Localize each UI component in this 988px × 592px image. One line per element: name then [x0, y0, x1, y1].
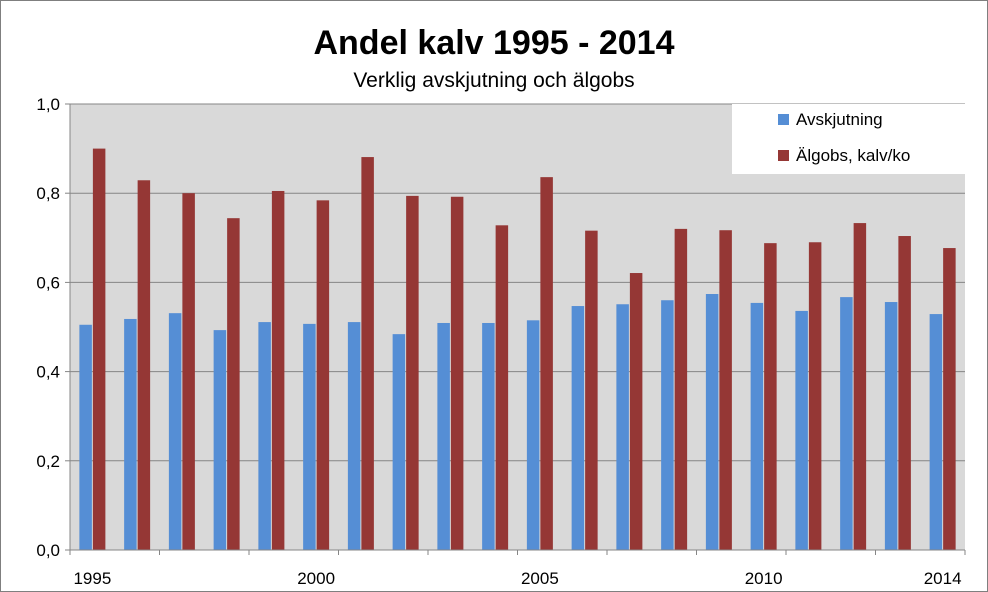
- y-tick-label: 0,8: [36, 184, 60, 203]
- bar-algobs-2014: [943, 248, 956, 550]
- bar-avskjutning-2010: [750, 302, 764, 550]
- bar-avskjutning-2008: [661, 300, 674, 550]
- x-tick-label: 2014: [924, 569, 962, 588]
- y-tick-label: 0,2: [36, 452, 60, 471]
- bar-algobs-1998: [227, 218, 240, 550]
- bar-avskjutning-2001: [347, 322, 361, 550]
- y-tick-label: 1,0: [36, 95, 60, 114]
- bar-avskjutning-2005: [526, 320, 540, 550]
- bar-avskjutning-1996: [124, 318, 137, 550]
- bar-avskjutning-2014: [929, 314, 943, 550]
- y-tick-label: 0,4: [36, 363, 60, 382]
- bar-algobs-2004: [495, 225, 509, 550]
- bar-avskjutning-2003: [437, 322, 450, 550]
- bar-algobs-2002: [406, 195, 419, 550]
- y-tick-label: 0,6: [36, 273, 60, 292]
- bar-algobs-2012: [853, 223, 867, 550]
- bar-avskjutning-2013: [884, 302, 898, 550]
- bar-algobs-2007: [629, 273, 643, 550]
- legend-label: Avskjutning: [796, 110, 883, 129]
- bar-avskjutning-2000: [303, 323, 316, 550]
- bar-avskjutning-1999: [258, 322, 271, 550]
- bar-algobs-2000: [316, 200, 330, 550]
- bar-avskjutning-1998: [213, 330, 227, 550]
- legend-label: Älgobs, kalv/ko: [796, 146, 910, 165]
- y-tick-label: 0,0: [36, 541, 60, 560]
- bar-algobs-2005: [540, 177, 553, 550]
- bar-avskjutning-2012: [840, 297, 853, 550]
- chart-title: Andel kalv 1995 - 2014: [313, 24, 674, 62]
- legend-swatch: [778, 150, 789, 161]
- bar-algobs-2010: [764, 243, 777, 550]
- x-tick-label: 1995: [73, 569, 111, 588]
- bar-algobs-1997: [182, 193, 195, 550]
- x-tick-label: 2005: [521, 569, 559, 588]
- bar-algobs-1996: [137, 180, 151, 550]
- bar-algobs-2006: [585, 230, 598, 550]
- bar-avskjutning-2009: [705, 294, 719, 550]
- bar-avskjutning-2004: [482, 322, 495, 550]
- chart-subtitle: Verklig avskjutning och älgobs: [353, 69, 634, 92]
- x-tick-label: 2000: [297, 569, 335, 588]
- bar-algobs-1995: [92, 148, 106, 550]
- x-tick-label: 2010: [745, 569, 783, 588]
- legend-box: [732, 104, 965, 174]
- bar-avskjutning-2006: [571, 306, 585, 550]
- bar-algobs-2001: [361, 157, 374, 550]
- bar-avskjutning-2002: [392, 334, 406, 550]
- axes-group: 0,0 0,2 0,4 0,6 0,8 1,0 1995 2000 2005 2010 2014: [36, 95, 966, 588]
- bar-algobs-2003: [450, 196, 464, 550]
- bar-algobs-1999: [271, 190, 285, 550]
- bar-algobs-2011: [808, 242, 822, 550]
- bar-avskjutning-2011: [795, 310, 808, 550]
- legend: Avskjutning Älgobs, kalv/ko: [732, 104, 965, 174]
- bars-group: [79, 148, 956, 550]
- bar-avskjutning-1997: [168, 313, 182, 550]
- bar-algobs-2008: [674, 228, 688, 550]
- legend-swatch: [778, 114, 789, 125]
- bar-avskjutning-1995: [79, 324, 92, 550]
- bar-algobs-2013: [898, 236, 911, 550]
- bar-avskjutning-2007: [616, 304, 629, 550]
- bar-algobs-2009: [719, 230, 732, 550]
